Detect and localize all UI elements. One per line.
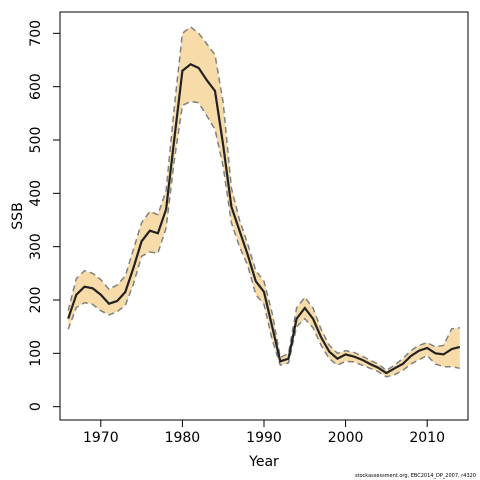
y-tick-label: 200 [28,287,44,314]
y-tick-label: 600 [28,73,44,100]
y-tick-label: 400 [28,180,44,207]
x-tick-label: 1990 [246,430,282,446]
y-tick-label: 700 [28,20,44,47]
y-tick-label: 0 [28,402,44,411]
x-axis: 1970 1980 1990 2000 2010 [83,420,445,446]
upper-bound-line [67,25,460,372]
footnote: stockassessment.org, EBC2014_DP_2007, r4… [355,473,476,479]
x-tick-label: 1970 [83,430,119,446]
lower-bound-line [67,100,460,378]
x-tick-label: 1980 [165,430,201,446]
x-tick-label: 2010 [409,430,445,446]
y-tick-label: 500 [28,127,44,154]
y-tick-label: 100 [28,340,44,367]
x-tick-label: 2000 [328,430,364,446]
ssb-estimate-line [67,63,461,375]
y-tick-label: 300 [28,233,44,260]
y-axis-title: SSB [10,202,26,229]
y-axis: 0 100 200 300 400 500 600 700 [28,20,60,411]
x-axis-title: Year [248,454,279,470]
